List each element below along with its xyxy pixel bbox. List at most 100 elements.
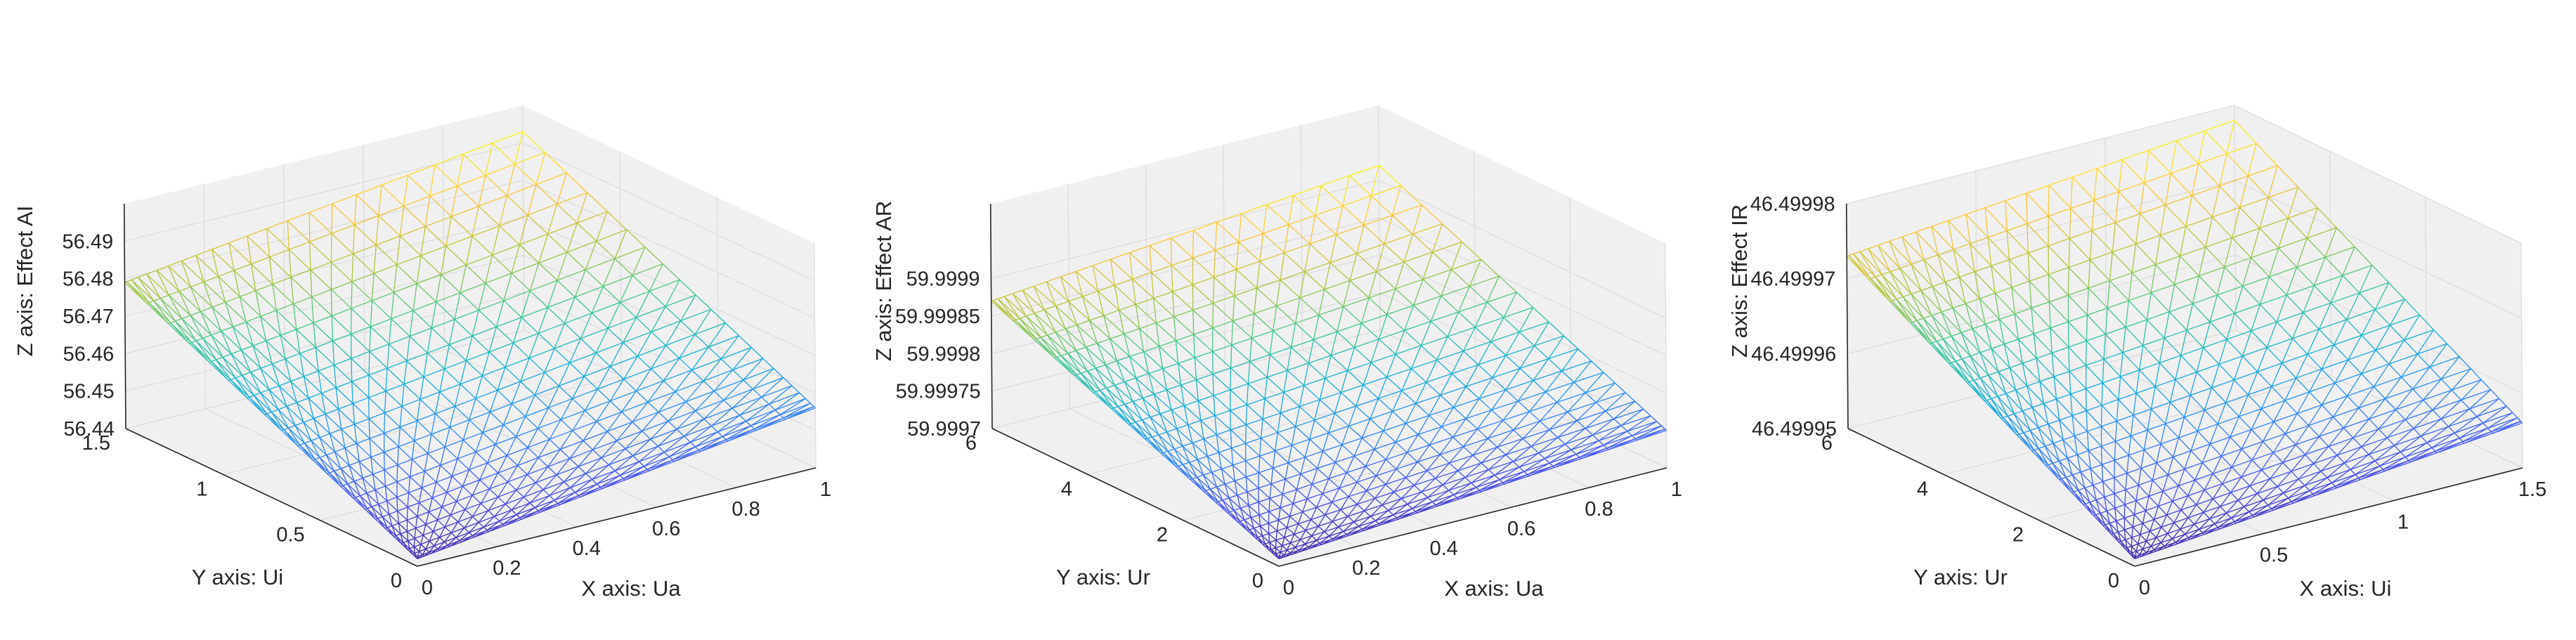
mesh-line bbox=[169, 291, 180, 296]
mesh-line bbox=[1324, 526, 1339, 533]
mesh-diagonal bbox=[700, 439, 727, 452]
mesh-line bbox=[1065, 324, 1077, 329]
mesh-line bbox=[596, 240, 616, 259]
mesh-diagonal bbox=[1310, 507, 1318, 520]
mesh-line bbox=[444, 360, 467, 370]
mesh-line bbox=[1529, 402, 1557, 412]
mesh-line bbox=[1911, 259, 1925, 265]
mesh-line bbox=[2343, 427, 2354, 438]
mesh-line bbox=[285, 353, 300, 360]
mesh-line bbox=[1268, 530, 1277, 535]
mesh-line bbox=[2048, 245, 2069, 268]
mesh-diagonal bbox=[303, 376, 309, 398]
mesh-line bbox=[2251, 452, 2274, 461]
mesh-line bbox=[1153, 291, 1173, 299]
mesh-line bbox=[1386, 314, 1405, 331]
mesh-line bbox=[621, 411, 633, 423]
mesh-diagonal bbox=[2251, 441, 2263, 461]
mesh-line bbox=[596, 421, 608, 432]
mesh-diagonal bbox=[2086, 315, 2088, 341]
mesh-diagonal bbox=[435, 391, 441, 414]
mesh-line bbox=[1457, 470, 1466, 478]
mesh-diagonal bbox=[609, 379, 625, 402]
mesh-diagonal bbox=[2086, 341, 2087, 366]
mesh-line bbox=[1229, 509, 1235, 513]
mesh-diagonal bbox=[1896, 299, 1913, 323]
mesh-line bbox=[665, 334, 696, 346]
mesh-line bbox=[2241, 440, 2263, 450]
mesh-diagonal bbox=[1311, 525, 1319, 537]
mesh-line bbox=[384, 426, 401, 434]
mesh-diagonal bbox=[2268, 247, 2279, 277]
mesh-line bbox=[773, 368, 784, 378]
mesh-diagonal bbox=[556, 458, 571, 476]
mesh-line bbox=[1076, 265, 1093, 272]
mesh-diagonal bbox=[1246, 384, 1249, 405]
mesh-line bbox=[534, 385, 559, 396]
mesh-line bbox=[382, 516, 393, 526]
mesh-diagonal bbox=[1003, 296, 1020, 319]
mesh-line bbox=[1452, 428, 1478, 438]
mesh-diagonal bbox=[601, 478, 624, 490]
mesh-diagonal bbox=[2198, 247, 2206, 276]
mesh-line bbox=[2006, 230, 2029, 254]
mesh-line bbox=[1396, 461, 1418, 470]
mesh-line bbox=[1132, 398, 1143, 403]
mesh-diagonal bbox=[725, 425, 751, 440]
mesh-diagonal bbox=[1280, 494, 1284, 508]
mesh-line bbox=[1965, 207, 1986, 215]
mesh-line bbox=[407, 174, 431, 197]
mesh-line bbox=[1256, 287, 1277, 306]
mesh-line bbox=[2180, 255, 2199, 277]
mesh-line bbox=[1105, 364, 1125, 383]
mesh-line bbox=[2154, 549, 2157, 552]
mesh-line bbox=[146, 270, 157, 275]
mesh-line bbox=[2234, 303, 2260, 314]
mesh-line bbox=[1488, 429, 1514, 439]
mesh-diagonal bbox=[1522, 420, 1540, 439]
mesh-line bbox=[434, 164, 458, 187]
mesh-line bbox=[482, 424, 504, 433]
mesh-line bbox=[2017, 339, 2037, 359]
mesh-line bbox=[1499, 471, 1525, 481]
mesh-line bbox=[1259, 455, 1274, 469]
mesh-line bbox=[482, 432, 496, 445]
mesh-line bbox=[2256, 485, 2278, 495]
mesh-line bbox=[1388, 510, 1394, 516]
mesh-diagonal bbox=[1305, 519, 1312, 531]
mesh-diagonal bbox=[2400, 436, 2421, 452]
mesh-line bbox=[2241, 469, 2262, 478]
mesh-line bbox=[2031, 301, 2050, 309]
mesh-line bbox=[417, 413, 436, 422]
mesh-diagonal bbox=[437, 541, 445, 549]
mesh-line bbox=[181, 315, 191, 320]
mesh-line bbox=[354, 418, 370, 425]
mesh-diagonal bbox=[2234, 286, 2244, 314]
mesh-line bbox=[1293, 195, 1316, 216]
mesh-diagonal bbox=[1603, 431, 1628, 446]
mesh-line bbox=[2194, 523, 2200, 530]
mesh-diagonal bbox=[2128, 436, 2132, 456]
mesh-line bbox=[2135, 386, 2156, 394]
mesh-diagonal bbox=[1304, 244, 1310, 272]
mesh-line bbox=[1878, 244, 1901, 269]
mesh-line bbox=[2044, 445, 2060, 462]
mesh-diagonal bbox=[2327, 462, 2345, 478]
mesh-diagonal bbox=[663, 358, 680, 381]
mesh-diagonal bbox=[1233, 510, 1240, 522]
mesh-line bbox=[620, 466, 644, 476]
mesh-diagonal bbox=[285, 358, 292, 382]
mesh-line bbox=[382, 514, 389, 518]
mesh-line bbox=[2416, 353, 2431, 367]
mesh-diagonal bbox=[1177, 363, 1182, 386]
mesh-diagonal bbox=[1451, 242, 1463, 270]
mesh-diagonal bbox=[2173, 437, 2180, 457]
mesh-line bbox=[1325, 514, 1333, 522]
mesh-line bbox=[528, 358, 545, 373]
mesh-line bbox=[456, 495, 473, 502]
mesh-diagonal bbox=[1128, 252, 1133, 280]
mesh-line bbox=[534, 394, 549, 408]
mesh-line bbox=[1557, 428, 1586, 438]
mesh-line bbox=[408, 537, 415, 542]
mesh-diagonal bbox=[2070, 393, 2073, 416]
